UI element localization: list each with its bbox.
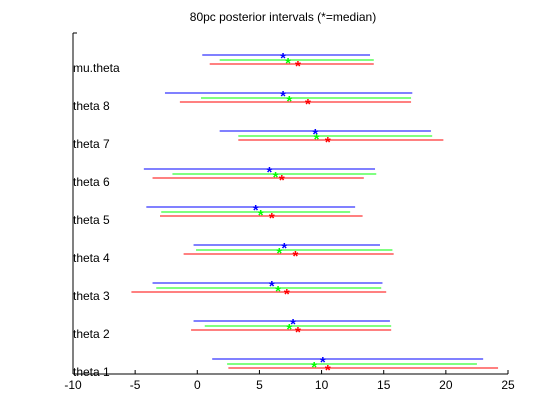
median-marker: *	[269, 278, 275, 295]
median-marker: *	[295, 58, 301, 75]
median-marker: *	[266, 164, 272, 181]
median-marker: *	[279, 172, 285, 189]
median-marker: *	[325, 362, 331, 379]
x-tick-label: 0	[194, 378, 201, 392]
chart-title: 80pc posterior intervals (*=median)	[190, 10, 376, 24]
median-marker: *	[280, 50, 286, 67]
category-label: theta 1	[73, 365, 110, 379]
median-marker: *	[253, 202, 259, 219]
category-label: mu.theta	[73, 61, 120, 75]
median-marker: *	[280, 88, 286, 105]
category-label: theta 3	[73, 289, 110, 303]
x-tick-label: -5	[130, 378, 141, 392]
category-label: theta 8	[73, 99, 110, 113]
category-label: theta 7	[73, 137, 110, 151]
category-label: theta 5	[73, 213, 110, 227]
category-label: theta 2	[73, 327, 110, 341]
median-marker: *	[293, 248, 299, 265]
x-tick-label: 20	[439, 378, 453, 392]
median-marker: *	[312, 126, 318, 143]
plot-area: -10-50510152025*************************…	[64, 32, 515, 392]
x-tick-label: 10	[315, 378, 329, 392]
x-tick-label: 5	[256, 378, 263, 392]
x-tick-label: 15	[377, 378, 391, 392]
category-label: theta 6	[73, 175, 110, 189]
x-tick-label: 25	[501, 378, 515, 392]
median-marker: *	[269, 210, 275, 227]
median-marker: *	[295, 324, 301, 341]
median-marker: *	[320, 354, 326, 371]
median-marker: *	[305, 96, 311, 113]
median-marker: *	[284, 286, 290, 303]
median-marker: *	[325, 134, 331, 151]
category-label: theta 4	[73, 251, 110, 265]
x-tick-label: -10	[64, 378, 82, 392]
median-marker: *	[290, 316, 296, 333]
median-marker: *	[281, 240, 287, 257]
